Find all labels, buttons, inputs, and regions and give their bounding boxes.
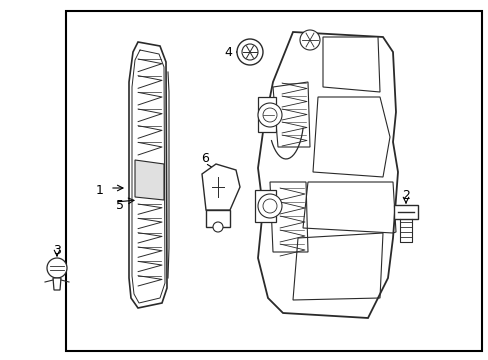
Circle shape — [213, 222, 223, 232]
Circle shape — [237, 39, 263, 65]
Polygon shape — [258, 97, 275, 132]
Text: 4: 4 — [224, 45, 231, 59]
Text: 1: 1 — [96, 184, 104, 197]
Polygon shape — [393, 205, 417, 219]
Circle shape — [258, 194, 282, 218]
Polygon shape — [323, 37, 379, 92]
Circle shape — [258, 103, 282, 127]
Text: 5: 5 — [116, 198, 124, 212]
Text: 2: 2 — [401, 189, 409, 202]
Text: 3: 3 — [53, 243, 61, 257]
Polygon shape — [129, 42, 167, 308]
Polygon shape — [205, 210, 229, 227]
Polygon shape — [202, 164, 240, 210]
Text: 6: 6 — [201, 152, 208, 165]
Circle shape — [299, 30, 319, 50]
Circle shape — [47, 258, 67, 278]
Bar — [66, 11, 481, 351]
Polygon shape — [258, 32, 397, 318]
Polygon shape — [254, 190, 275, 222]
Polygon shape — [135, 160, 163, 200]
Polygon shape — [53, 278, 61, 290]
